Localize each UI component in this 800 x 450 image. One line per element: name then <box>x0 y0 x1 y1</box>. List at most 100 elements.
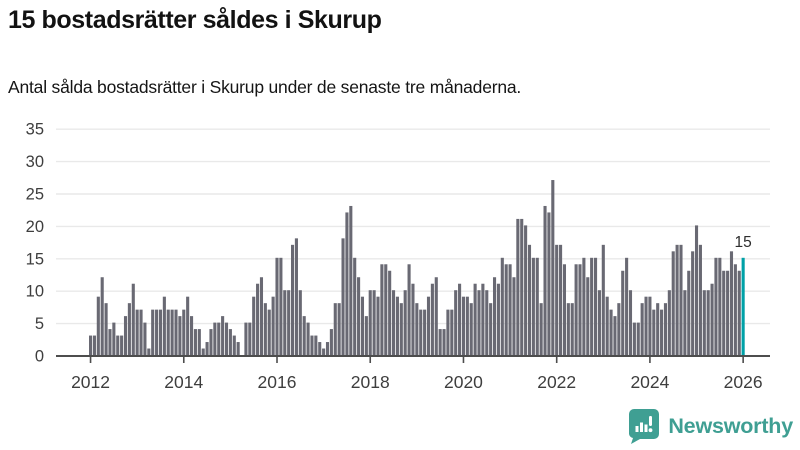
bar <box>481 283 485 355</box>
bar <box>722 270 726 355</box>
bar <box>120 335 124 355</box>
x-tick-label: 2016 <box>258 372 297 392</box>
bar <box>535 257 539 355</box>
bar <box>407 264 411 355</box>
bar <box>644 296 648 355</box>
bar <box>252 296 256 355</box>
bar <box>446 309 450 355</box>
bar <box>112 322 116 355</box>
bar <box>224 322 229 355</box>
bar <box>656 303 660 355</box>
bar <box>162 296 166 355</box>
bar <box>423 309 427 355</box>
bar <box>209 329 213 355</box>
bar <box>458 283 462 355</box>
bar <box>516 218 520 355</box>
bar <box>232 335 236 355</box>
bar <box>310 335 314 355</box>
bar <box>259 277 264 355</box>
y-tick-label: 15 <box>26 250 44 268</box>
bar <box>244 322 248 355</box>
chart-title: 15 bostadsrätter såldes i Skurup <box>8 6 382 34</box>
bar <box>574 264 578 355</box>
x-tick-label: 2024 <box>630 372 669 392</box>
bar <box>275 257 279 355</box>
bar <box>357 277 361 355</box>
bar <box>395 296 399 355</box>
bar <box>434 277 438 355</box>
bar <box>143 322 147 355</box>
bar <box>632 322 636 355</box>
bar <box>147 348 151 355</box>
y-tick-label: 30 <box>26 153 44 171</box>
bar <box>135 309 139 355</box>
bar <box>718 257 722 355</box>
y-tick-label: 25 <box>26 186 44 204</box>
bar <box>527 244 532 355</box>
bar <box>524 225 528 355</box>
bar <box>706 290 710 355</box>
bar <box>419 309 423 355</box>
bar <box>737 270 741 355</box>
bar <box>186 296 190 355</box>
bar <box>380 264 384 355</box>
bar <box>694 225 699 355</box>
bar <box>465 296 469 355</box>
bar <box>543 205 547 355</box>
bar <box>500 257 504 355</box>
bar <box>341 238 345 355</box>
bar <box>364 316 368 355</box>
bar <box>403 290 407 355</box>
newsworthy-icon <box>629 409 660 444</box>
bar <box>671 251 675 355</box>
bar <box>205 342 209 355</box>
bar <box>158 309 163 355</box>
y-tick-label: 0 <box>35 348 44 366</box>
bar <box>131 283 135 355</box>
bar <box>368 290 372 355</box>
bar <box>236 342 240 355</box>
bar <box>636 322 640 355</box>
bar <box>562 264 567 355</box>
bar <box>605 296 609 355</box>
bar <box>314 335 318 355</box>
bar <box>127 303 131 355</box>
bar <box>485 290 489 355</box>
bar <box>492 277 497 355</box>
bar <box>197 329 201 355</box>
bar <box>582 257 586 355</box>
bar <box>388 270 392 355</box>
bar <box>325 342 330 355</box>
bar <box>221 316 225 355</box>
y-tick-label: 5 <box>35 315 44 333</box>
bar <box>648 296 652 355</box>
bar <box>151 309 155 355</box>
bar <box>170 309 174 355</box>
x-tick-label: 2014 <box>164 372 203 392</box>
bar <box>570 303 574 355</box>
bar <box>108 329 112 355</box>
bar <box>675 244 679 355</box>
bar <box>116 335 120 355</box>
bar <box>531 257 535 355</box>
bar <box>578 264 582 355</box>
bar <box>283 290 287 355</box>
bar <box>353 257 357 355</box>
bar <box>489 303 493 355</box>
bar <box>663 303 668 355</box>
bar <box>691 251 695 355</box>
bar <box>190 316 194 355</box>
bar <box>337 303 341 355</box>
x-tick-label: 2026 <box>724 372 763 392</box>
bar <box>660 309 664 355</box>
bar <box>426 296 431 355</box>
bar <box>399 303 403 355</box>
bar <box>496 283 500 355</box>
bar <box>729 251 734 355</box>
bar <box>652 309 656 355</box>
bar <box>267 309 271 355</box>
bar <box>698 244 702 355</box>
bar <box>104 303 108 355</box>
